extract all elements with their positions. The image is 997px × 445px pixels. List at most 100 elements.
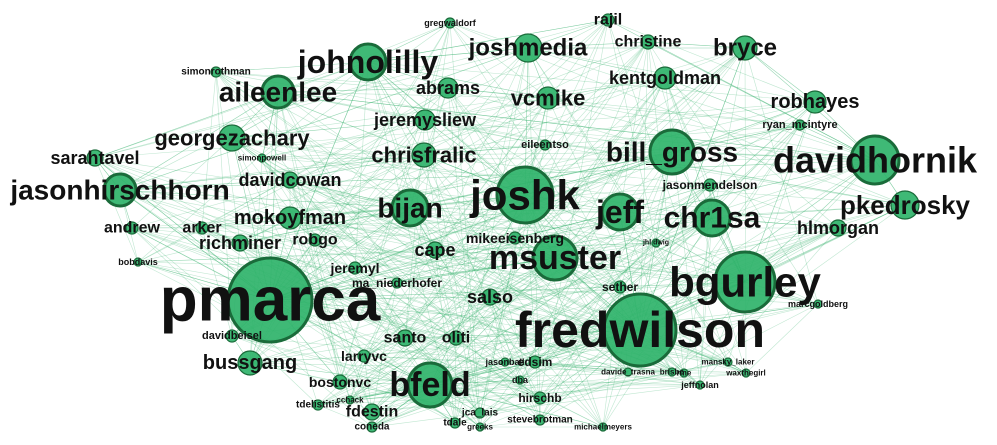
node-bill_gross[interactable] — [648, 128, 696, 176]
node-bussgang[interactable] — [237, 350, 263, 376]
node-jhl_dwig[interactable] — [651, 238, 661, 248]
node-robgo[interactable] — [308, 233, 322, 247]
node-chrisfralic[interactable] — [411, 142, 437, 168]
edge-arker-davide_trasna — [201, 227, 629, 373]
edge-davidhornik-jca_lais — [479, 159, 876, 414]
node-santo[interactable] — [396, 329, 414, 347]
node-georgezachary[interactable] — [218, 124, 246, 152]
node-salso[interactable] — [481, 288, 499, 306]
node-chr1sa[interactable] — [692, 198, 732, 238]
node-tdelistitis[interactable] — [312, 399, 324, 411]
node-label-michaelmeyers: michaelmeyers — [574, 423, 632, 432]
node-christine[interactable] — [640, 34, 656, 50]
node-label-jhl_dwig: jhl dwig — [642, 240, 669, 247]
node-bijan[interactable] — [390, 188, 430, 228]
node-jeremyl[interactable] — [348, 261, 362, 275]
node-cape[interactable] — [426, 241, 444, 259]
node-hirschb[interactable] — [533, 391, 547, 405]
node-jasonmendelson[interactable] — [703, 178, 717, 192]
edge-aileenlee-bostonvc — [277, 91, 341, 383]
node-hlmorgan[interactable] — [829, 219, 847, 237]
edge-larryvc-cchack — [349, 355, 365, 401]
node-pkedrosky[interactable] — [890, 190, 920, 220]
edge-johnolilly-vcmike — [367, 61, 549, 99]
node-davidcowan[interactable] — [281, 171, 299, 189]
edge-stevebrotman-greeks — [479, 419, 541, 428]
node-label-aileenlee: aileenlee — [219, 77, 337, 108]
node-davidhornik[interactable] — [849, 134, 901, 186]
node-simonpowell[interactable] — [257, 153, 267, 163]
node-bobdavis[interactable] — [133, 257, 143, 267]
edge-simonrothman-stevebrotman — [215, 71, 541, 421]
node-joshmedia[interactable] — [513, 33, 543, 63]
edge-ryan_mcintyre-greeks — [479, 124, 801, 428]
edge-kentgoldman-andrew — [131, 77, 666, 229]
edge-bryce-christine — [647, 41, 746, 49]
node-mansky_laker[interactable] — [723, 357, 733, 367]
node-rme[interactable] — [679, 368, 689, 378]
node-abrams[interactable] — [437, 77, 459, 99]
node-richminer[interactable] — [231, 234, 249, 252]
node-andrew[interactable] — [125, 221, 139, 235]
edge-kentgoldman-hlmorgan — [664, 77, 839, 229]
node-bryce[interactable] — [732, 35, 758, 61]
edge-jeremyl-hirschb — [354, 267, 541, 399]
node-eileentso[interactable] — [539, 139, 551, 151]
node-sether[interactable] — [613, 280, 627, 294]
node-davidbeisel[interactable] — [225, 329, 239, 343]
edge-jasonhirschhorn-jhl_dwig — [119, 189, 657, 244]
node-bgurley[interactable] — [713, 250, 777, 314]
node-simonrothman[interactable] — [210, 66, 222, 78]
node-joshk[interactable] — [495, 165, 555, 225]
node-larryvc[interactable] — [357, 349, 371, 363]
node-michaelmeyers[interactable] — [598, 422, 608, 432]
node-jasonhirschhorn[interactable] — [102, 172, 138, 208]
node-cchack[interactable] — [345, 395, 355, 405]
edge-davide_trasna-stevebrotman — [539, 371, 629, 421]
node-msuster[interactable] — [531, 234, 579, 282]
node-edsim[interactable] — [528, 355, 542, 369]
node-jeffnolan[interactable] — [695, 380, 705, 390]
edge-jasonhirschhorn-cape — [119, 189, 436, 251]
node-tdale[interactable] — [449, 417, 461, 429]
edge-davidhornik-bill_gross — [671, 151, 876, 161]
node-vcmike[interactable] — [536, 86, 560, 110]
edge-jasonmendelson-salso — [489, 184, 711, 298]
node-bfeld[interactable] — [406, 361, 454, 409]
node-rajil[interactable] — [601, 13, 615, 27]
node-gregwaldorf[interactable] — [444, 17, 456, 29]
edge-aileenlee-pkedrosky — [277, 91, 906, 206]
node-sarahtavel[interactable] — [86, 149, 104, 167]
node-greeks[interactable] — [475, 422, 485, 432]
node-coneda[interactable] — [366, 421, 378, 433]
edge-bussgang-brisbo — [249, 362, 673, 373]
node-mokoyfman[interactable] — [278, 206, 302, 230]
node-jeremysliew[interactable] — [414, 109, 436, 131]
node-marcgoldberg[interactable] — [813, 299, 823, 309]
node-arker[interactable] — [195, 221, 209, 235]
edge-jeff-cchack — [349, 211, 621, 401]
node-kentgoldman[interactable] — [653, 66, 677, 90]
node-dba[interactable] — [515, 375, 525, 385]
node-davide_trasna[interactable] — [623, 367, 633, 377]
node-oliti[interactable] — [448, 330, 464, 346]
node-ryan_mcintyre[interactable] — [794, 119, 806, 131]
edge-jasonhirschhorn-robhayes — [119, 101, 816, 191]
node-aileenlee[interactable] — [260, 74, 296, 110]
edge-chr1sa-hlmorgan — [711, 217, 839, 229]
node-jca_lais[interactable] — [474, 407, 486, 419]
node-robhayes[interactable] — [803, 90, 827, 114]
node-brisbo[interactable] — [667, 367, 677, 377]
edge-bill_gross-abrams — [447, 87, 673, 153]
node-jeff[interactable] — [600, 192, 640, 232]
node-waxthegirl[interactable] — [741, 368, 751, 378]
node-fdestin[interactable] — [363, 403, 381, 421]
node-ma_niederhofer[interactable] — [391, 277, 403, 289]
node-pmarca[interactable] — [226, 256, 314, 344]
node-stevebrotman[interactable] — [534, 414, 546, 426]
node-jasonball[interactable] — [500, 357, 510, 367]
node-johnolilly[interactable] — [348, 42, 388, 82]
node-fredwilson[interactable] — [602, 292, 678, 368]
node-mikeeisenberg[interactable] — [508, 231, 522, 245]
node-bostonvc[interactable] — [332, 374, 348, 390]
